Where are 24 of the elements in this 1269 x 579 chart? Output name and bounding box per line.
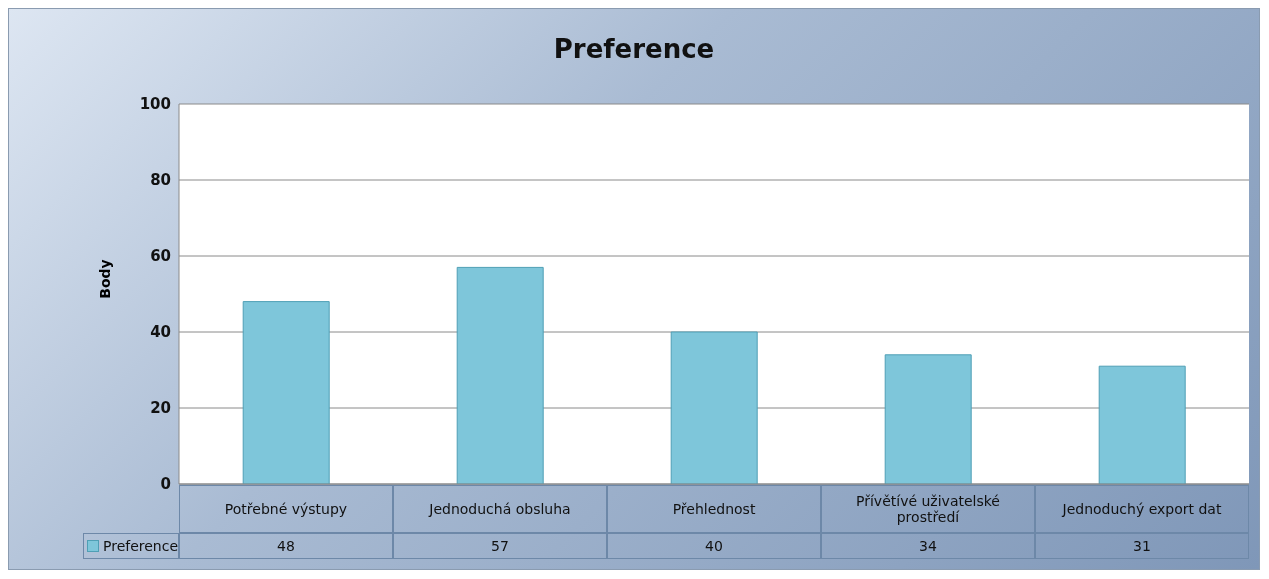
y-tick-label: 80 bbox=[150, 171, 171, 190]
x-tick-label: Jednoduchá obsluha bbox=[393, 485, 607, 533]
y-tick-label: 60 bbox=[150, 247, 171, 266]
bar bbox=[456, 266, 544, 484]
data-label: 57 bbox=[393, 533, 607, 559]
x-tick-label: Přehlednost bbox=[607, 485, 821, 533]
data-label: 40 bbox=[607, 533, 821, 559]
bar bbox=[242, 301, 330, 484]
x-tick-label: Přívětívé uživatelské prostředí bbox=[821, 485, 1035, 533]
bar bbox=[1098, 365, 1186, 484]
y-tick-label: 100 bbox=[139, 95, 171, 114]
bar bbox=[670, 331, 758, 484]
y-tick-label: 0 bbox=[160, 475, 171, 494]
x-tick-label: Potřebné výstupy bbox=[179, 485, 393, 533]
y-axis-title: Body bbox=[97, 259, 113, 299]
bar bbox=[884, 354, 972, 484]
y-tick-label: 20 bbox=[150, 399, 171, 418]
chart-title: Preference bbox=[552, 33, 716, 66]
y-tick-label: 40 bbox=[150, 323, 171, 342]
data-label: 48 bbox=[179, 533, 393, 559]
x-tick-label: Jednoduchý export dat bbox=[1035, 485, 1249, 533]
data-label: 34 bbox=[821, 533, 1035, 559]
legend-label: Preference bbox=[83, 533, 179, 559]
data-label: 31 bbox=[1035, 533, 1249, 559]
